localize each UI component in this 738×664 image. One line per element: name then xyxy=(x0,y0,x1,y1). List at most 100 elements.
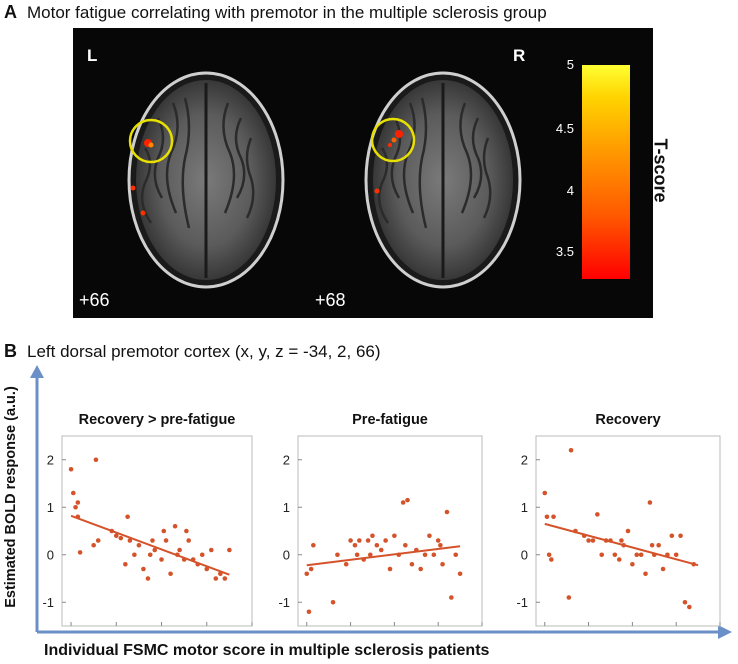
y-tick-label: 1 xyxy=(47,500,54,515)
data-point xyxy=(647,500,653,505)
data-point xyxy=(392,533,397,539)
data-point xyxy=(453,552,459,558)
data-point xyxy=(190,557,196,562)
data-point xyxy=(75,514,81,520)
data-point xyxy=(125,514,130,520)
data-point xyxy=(673,552,679,558)
colorbar xyxy=(582,65,630,279)
regression-line xyxy=(70,514,230,576)
data-point xyxy=(625,528,631,534)
data-point xyxy=(413,547,419,553)
data-point xyxy=(118,535,124,541)
data-point xyxy=(422,552,428,558)
data-point xyxy=(152,547,158,553)
data-point xyxy=(335,552,340,558)
data-point xyxy=(93,457,99,463)
data-point xyxy=(370,533,375,539)
data-point xyxy=(141,566,146,572)
chart-frame xyxy=(297,435,483,627)
data-point xyxy=(638,552,644,558)
data-point xyxy=(177,547,182,553)
data-point xyxy=(150,538,155,543)
data-point xyxy=(621,542,626,548)
data-point xyxy=(691,561,697,567)
data-point xyxy=(75,500,81,505)
data-point xyxy=(581,533,587,539)
colorbar-tick: 5 xyxy=(566,57,574,72)
data-point xyxy=(568,447,574,453)
scatter-charts: Recovery > pre-fatigue1020304050210-1Pre… xyxy=(42,412,721,627)
data-point xyxy=(542,490,548,496)
data-point xyxy=(159,557,164,562)
data-point xyxy=(383,538,388,543)
data-point xyxy=(396,552,402,558)
data-point xyxy=(590,538,596,543)
data-point xyxy=(457,571,463,577)
data-point xyxy=(175,552,180,558)
data-point xyxy=(378,547,384,553)
right-hemisphere-label: R xyxy=(513,46,526,65)
data-point xyxy=(665,552,670,558)
activation-blobs-left xyxy=(130,139,154,216)
data-point xyxy=(687,604,692,610)
panel-a-title: Motor fatigue correlating with premotor … xyxy=(27,3,547,22)
scatter-chart-1: Recovery > pre-fatigue1020304050210-1 xyxy=(42,412,253,627)
data-point xyxy=(109,528,115,534)
panel-b-title: Left dorsal premotor cortex (x, y, z = -… xyxy=(27,342,381,361)
data-point xyxy=(595,512,600,517)
data-point xyxy=(418,566,423,572)
data-point xyxy=(444,509,450,515)
y-tick-label: 0 xyxy=(521,547,528,562)
data-point xyxy=(204,566,210,572)
data-point xyxy=(218,571,223,577)
y-tick-label: 0 xyxy=(283,547,290,562)
data-point xyxy=(643,571,648,577)
data-point xyxy=(400,500,406,505)
data-point xyxy=(603,538,609,543)
data-point xyxy=(440,561,445,567)
data-point xyxy=(612,552,618,558)
data-point xyxy=(199,552,205,558)
data-point xyxy=(161,528,167,534)
slice-label-left: +66 xyxy=(79,290,110,310)
y-tick-label: -1 xyxy=(42,595,54,610)
data-point xyxy=(147,552,153,558)
data-point xyxy=(184,528,189,534)
data-point xyxy=(660,566,666,572)
brain-slices xyxy=(127,71,522,289)
data-point xyxy=(573,528,578,534)
data-point xyxy=(113,533,119,539)
data-point xyxy=(343,561,349,567)
data-point xyxy=(438,542,443,548)
axis-arrows xyxy=(30,365,732,639)
data-point xyxy=(308,566,314,572)
panel-b-letter: B xyxy=(4,341,17,361)
data-point xyxy=(91,542,96,548)
data-point xyxy=(634,552,640,558)
chart-frame xyxy=(61,435,253,627)
data-point xyxy=(549,557,554,562)
data-point xyxy=(172,523,178,529)
colorbar-tick: 3.5 xyxy=(555,244,574,259)
data-point xyxy=(409,561,415,567)
data-point xyxy=(669,533,675,539)
data-point xyxy=(599,552,605,558)
data-point xyxy=(352,542,358,548)
y-tick-label: 0 xyxy=(47,547,54,562)
data-point xyxy=(546,552,552,558)
data-point xyxy=(77,550,83,555)
roi-circle-right xyxy=(370,117,416,163)
data-point xyxy=(649,542,655,548)
regression-line xyxy=(544,522,699,567)
data-point xyxy=(213,576,219,581)
data-point xyxy=(132,552,137,558)
brain-slice-right xyxy=(364,71,522,289)
data-point xyxy=(357,538,362,543)
data-point xyxy=(186,538,191,543)
data-point xyxy=(367,552,373,558)
data-point xyxy=(348,538,353,543)
data-point xyxy=(682,599,688,605)
data-point xyxy=(651,552,657,558)
data-point xyxy=(365,538,371,543)
data-point xyxy=(222,576,228,581)
